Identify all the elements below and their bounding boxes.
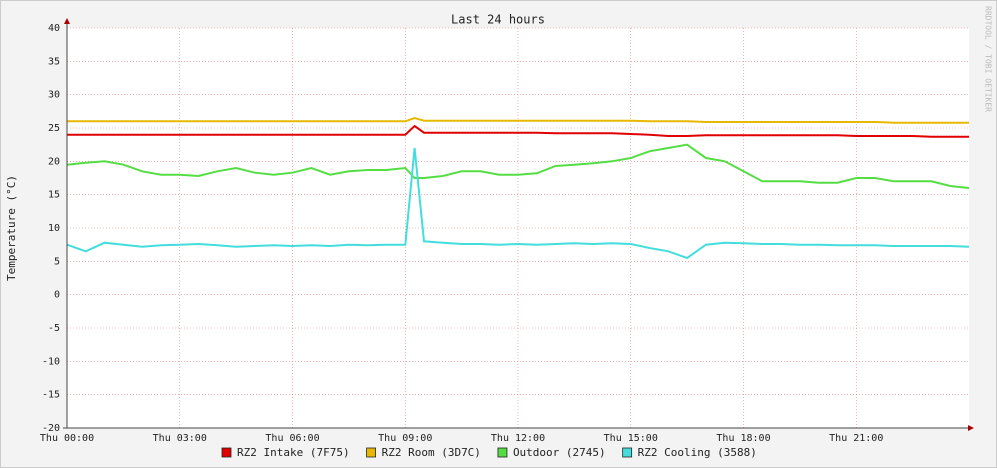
y-tick-label: -10 — [42, 356, 60, 367]
series-line — [66, 143, 970, 189]
legend-swatch — [497, 447, 508, 458]
y-axis-label: Temperature (°C) — [5, 175, 18, 281]
y-tick-label: -15 — [42, 390, 60, 401]
y-tick-label: 15 — [48, 190, 60, 201]
y-arrow — [64, 18, 70, 24]
x-tick-label: Thu 18:00 — [716, 433, 770, 444]
x-arrow — [968, 425, 974, 431]
x-tick-label: Thu 21:00 — [829, 433, 883, 444]
y-tick-label: 10 — [48, 223, 60, 234]
x-tick-label: Thu 12:00 — [491, 433, 545, 444]
legend-label: RZ2 Room (3D7C) — [382, 446, 481, 459]
x-tick-label: Thu 06:00 — [265, 433, 319, 444]
x-tick-label: Thu 09:00 — [378, 433, 432, 444]
y-tick-label: 5 — [54, 256, 60, 267]
series-line — [67, 124, 969, 138]
y-tick-label: 35 — [48, 56, 60, 67]
watermark: RRDTOOL / TOBI OETIKER — [984, 6, 993, 112]
series-line — [67, 116, 969, 124]
y-tick-label: -20 — [42, 423, 60, 434]
y-tick-label: 40 — [48, 23, 60, 34]
legend-swatch — [622, 447, 633, 458]
y-tick-label: -5 — [48, 323, 60, 334]
x-tick-label: Thu 03:00 — [153, 433, 207, 444]
legend-swatch — [366, 447, 376, 458]
x-tick-label: Thu 00:00 — [40, 433, 94, 444]
labels: -20 -15 -10 -5 0 5 10 15 20 25 30 35 40 Thu 00:00 Thu … — [40, 23, 883, 459]
legend-swatch — [221, 447, 232, 458]
y-tick-label: 0 — [54, 290, 60, 301]
x-tick-label: Thu 15:00 — [604, 433, 658, 444]
y-tick-label: 20 — [48, 156, 60, 167]
chart-title: Last 24 hours — [451, 13, 545, 27]
y-tick-label: 25 — [48, 123, 60, 134]
series-line — [66, 147, 970, 260]
legend-label: Outdoor (2745) — [513, 446, 606, 459]
legend-label: RZ2 Cooling (3588) — [638, 446, 757, 459]
lines — [66, 116, 970, 260]
y-tick-label: 30 — [48, 90, 60, 101]
legend-label: RZ2 Intake (7F75) — [237, 446, 350, 459]
